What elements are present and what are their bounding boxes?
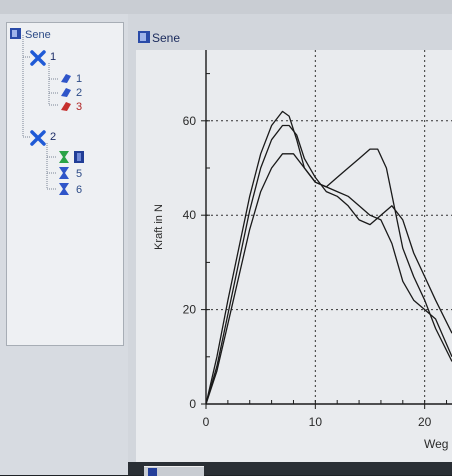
- book-icon: [10, 28, 21, 39]
- x-tick-label: 20: [418, 415, 432, 429]
- minimized-window-tab[interactable]: [144, 466, 204, 476]
- taskbar-strip: [128, 462, 452, 475]
- tree-item-label[interactable]: 6: [76, 184, 83, 196]
- y-tick-label: 60: [183, 114, 197, 128]
- cross-icon[interactable]: [29, 49, 47, 67]
- tree-item-label[interactable]: 5: [76, 168, 83, 180]
- chart-window: Sene 0 20 40 60 0 10 20 Kraft in N Weg: [128, 14, 452, 466]
- series-tree: Sene 1 1 2 3 2 5: [6, 22, 124, 346]
- specimen-blue-icon[interactable]: [59, 71, 73, 85]
- y-axis-label: Kraft in N: [153, 204, 165, 250]
- tree-group-1-label[interactable]: 1: [50, 51, 57, 63]
- plot-area: 0 20 40 60 0 10 20 Kraft in N Weg: [136, 50, 452, 466]
- book-icon: [138, 31, 150, 43]
- book-icon: [148, 468, 157, 476]
- specimen-blue-icon[interactable]: [57, 182, 71, 196]
- x-tick-label: 0: [203, 415, 210, 429]
- y-tick-label: 40: [183, 208, 197, 222]
- tree-panel: Sene 1 1 2 3 2 5: [0, 14, 130, 475]
- specimen-red-icon[interactable]: [59, 99, 73, 113]
- tree-group-2-label[interactable]: 2: [50, 131, 57, 143]
- specimen-blue-icon[interactable]: [59, 85, 73, 99]
- series-line-2: [205, 124, 452, 405]
- menu-bar: [0, 0, 452, 15]
- x-axis-label: Weg: [424, 437, 448, 451]
- chart-titlebar: Sene: [132, 28, 448, 48]
- chart-window-title: Sene: [152, 31, 181, 45]
- y-tick-label: 20: [183, 303, 197, 317]
- specimen-green-icon[interactable]: [57, 150, 91, 164]
- tree-lines: [22, 35, 59, 190]
- force-displacement-chart: 0 20 40 60 0 10 20 Kraft in N Weg: [153, 50, 452, 451]
- tree-root-label[interactable]: Sene: [25, 29, 51, 41]
- tree-item-label[interactable]: 2: [76, 87, 83, 99]
- cross-icon[interactable]: [29, 129, 47, 147]
- tree-item-label[interactable]: 1: [76, 73, 83, 85]
- tree-item-label[interactable]: 3: [76, 101, 83, 113]
- y-tick-label: 0: [189, 397, 196, 411]
- specimen-blue-icon[interactable]: [57, 166, 71, 180]
- x-tick-label: 10: [309, 415, 323, 429]
- series-line-3: [205, 153, 452, 405]
